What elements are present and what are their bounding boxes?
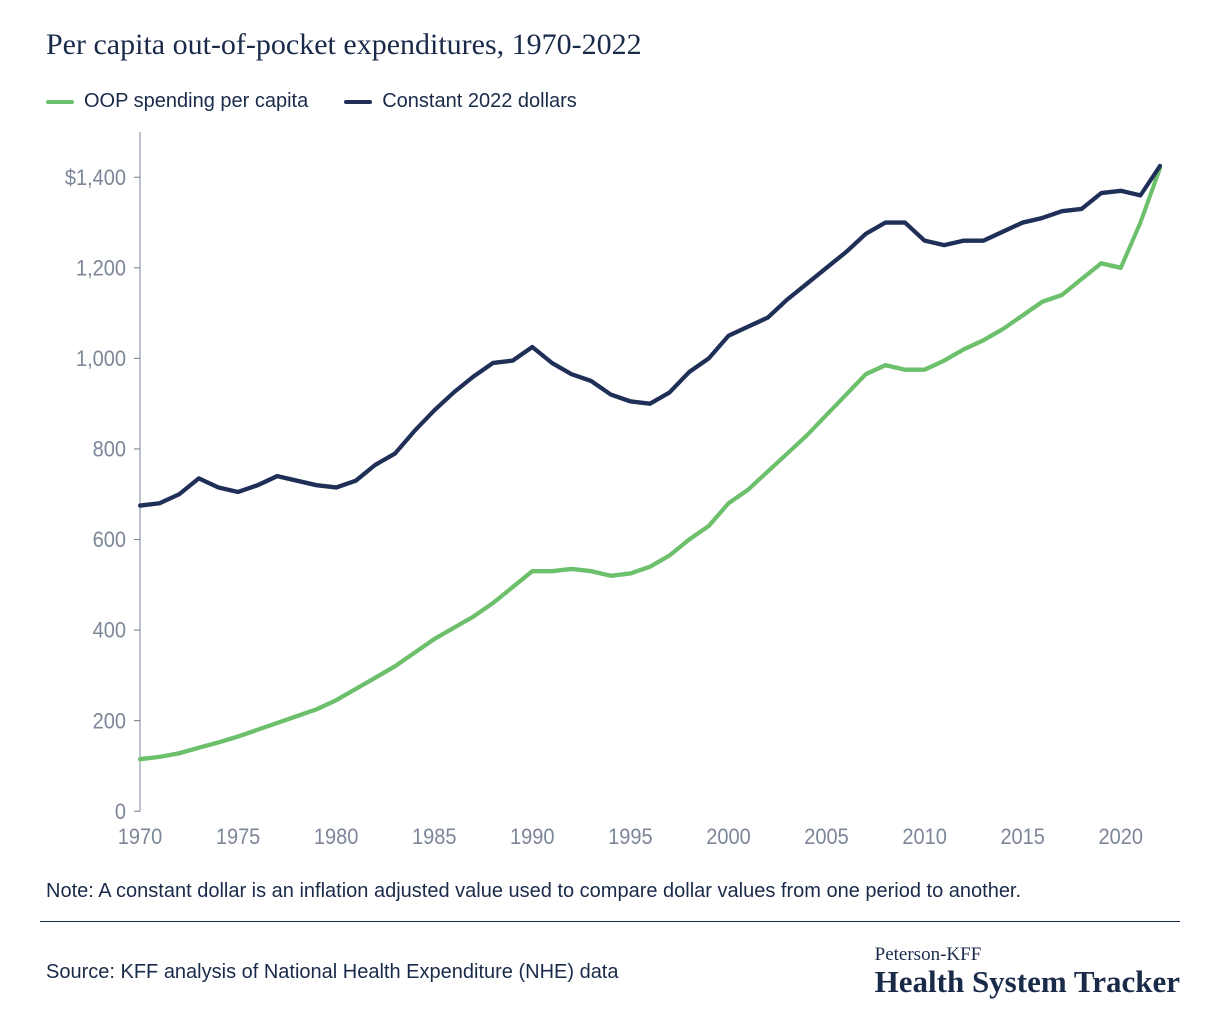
x-tick-label: 2015 [1000, 825, 1044, 849]
x-tick-label: 2000 [706, 825, 750, 849]
series-line-1 [140, 166, 1160, 506]
x-tick-label: 1975 [216, 825, 260, 849]
y-tick-label: 1,000 [76, 347, 126, 371]
legend-item-oop: OOP spending per capita [46, 90, 308, 113]
y-tick-label: 200 [93, 710, 126, 734]
brand-bottom: Health System Tracker [875, 964, 1180, 1000]
y-tick-label: 400 [93, 619, 126, 643]
x-tick-label: 1995 [608, 825, 652, 849]
y-tick-label: 600 [93, 528, 126, 552]
legend-label-oop: OOP spending per capita [84, 90, 308, 113]
y-tick-label: 800 [93, 438, 126, 462]
y-tick-label: $1,400 [65, 166, 126, 190]
footer: Source: KFF analysis of National Health … [40, 922, 1180, 1000]
x-tick-label: 2010 [902, 825, 946, 849]
x-tick-label: 1990 [510, 825, 554, 849]
x-tick-label: 1985 [412, 825, 456, 849]
series-line-0 [140, 168, 1160, 759]
y-tick-label: 0 [115, 800, 126, 824]
legend-swatch-constant [344, 100, 372, 104]
line-chart-svg: 0 200 400 600 800 1,000 1,200 $1,400 1970 1975 198… [40, 121, 1180, 866]
x-tick-label: 2005 [804, 825, 848, 849]
legend-item-constant: Constant 2022 dollars [344, 90, 577, 113]
x-tick-label: 1970 [118, 825, 162, 849]
x-tick-label: 2020 [1099, 825, 1143, 849]
chart-title: Per capita out-of-pocket expenditures, 1… [46, 28, 1180, 62]
legend: OOP spending per capita Constant 2022 do… [46, 90, 1180, 113]
x-tick-label: 1980 [314, 825, 358, 849]
y-tick-label: 1,200 [76, 257, 126, 281]
legend-swatch-oop [46, 100, 74, 104]
chart-note: Note: A constant dollar is an inflation … [40, 866, 1180, 922]
source-text: Source: KFF analysis of National Health … [46, 961, 619, 984]
brand-top: Peterson-KFF [875, 944, 1180, 966]
legend-label-constant: Constant 2022 dollars [382, 90, 577, 113]
chart-area: 0 200 400 600 800 1,000 1,200 $1,400 1970 1975 198… [40, 121, 1180, 866]
brand-logo: Peterson-KFF Health System Tracker [875, 944, 1180, 1000]
